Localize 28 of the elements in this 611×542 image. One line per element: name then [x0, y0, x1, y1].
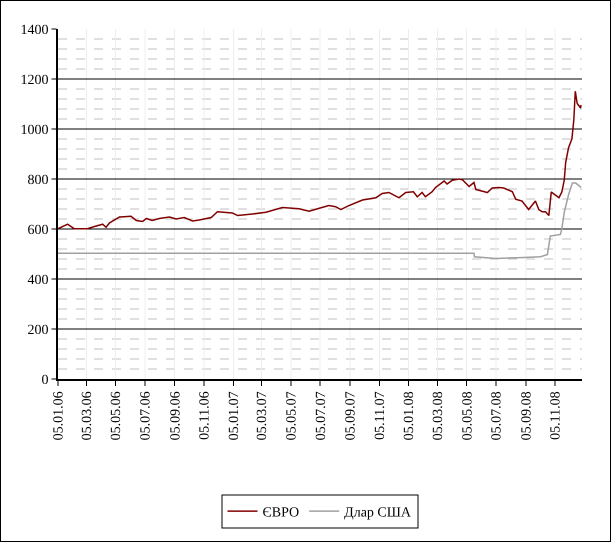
x-tick-label: 05.01.08 — [402, 391, 418, 440]
x-tick-label: 05.07.07 — [314, 391, 329, 440]
x-tick-label: 05.09.07 — [344, 391, 359, 440]
x-tick-label: 05.05.08 — [460, 391, 476, 440]
y-tick-label: 0 — [41, 372, 48, 388]
y-tick-label: 600 — [27, 222, 48, 238]
y-tick-label: 400 — [27, 272, 48, 288]
x-tick-label: 05.07.06 — [138, 391, 154, 440]
legend-label: ЄВРО — [262, 506, 300, 521]
x-tick-label: 05.05.07 — [284, 391, 300, 440]
x-tick-label: 05.09.06 — [168, 391, 184, 440]
x-tick-label: 05.03.07 — [255, 391, 270, 440]
x-tick-label: 05.01.06 — [52, 391, 67, 440]
x-tick-label: 05.05.06 — [109, 391, 124, 440]
x-tick-label: 05.01.07 — [226, 391, 242, 440]
y-tick-label: 800 — [27, 172, 48, 188]
x-tick-label: 05.11.06 — [198, 391, 213, 440]
x-tick-label: 05.11.07 — [372, 391, 388, 440]
y-tick-label: 1000 — [20, 122, 48, 138]
x-tick-label: 05.11.08 — [548, 391, 564, 440]
legend-label: Длар США — [344, 506, 412, 521]
y-tick-label: 1200 — [20, 72, 48, 88]
y-tick-label: 1400 — [20, 22, 48, 38]
x-tick-label: 05.07.08 — [490, 391, 505, 440]
x-tick-label: 05.03.06 — [80, 391, 95, 440]
y-tick-label: 200 — [27, 322, 48, 338]
x-tick-label: 05.09.08 — [519, 391, 534, 440]
x-tick-label: 05.03.08 — [430, 391, 446, 440]
